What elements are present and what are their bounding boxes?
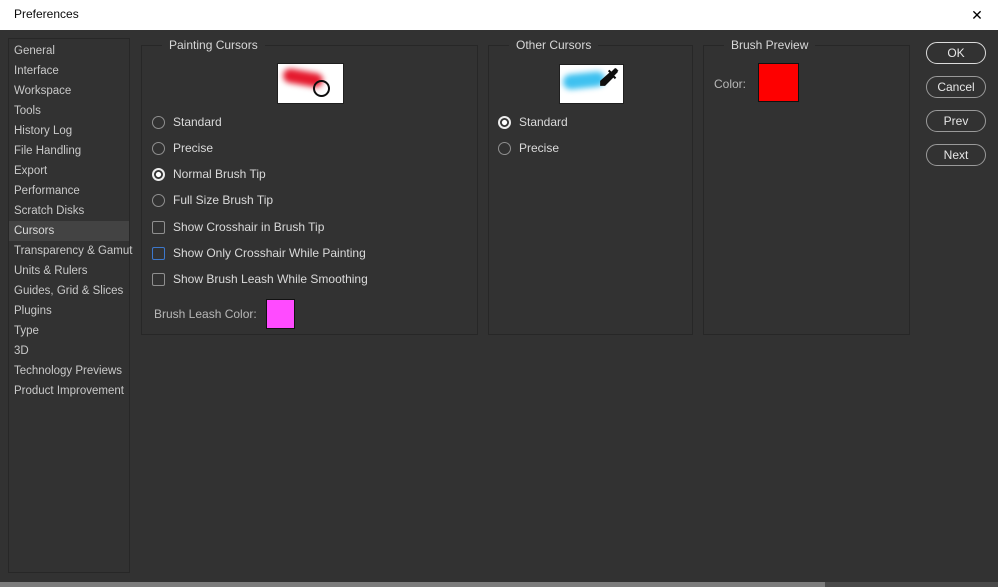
sidebar-item-history-log[interactable]: History Log (14, 125, 73, 137)
checkbox-icon[interactable] (152, 246, 165, 260)
ok-button[interactable]: OK (926, 42, 986, 64)
brush-leash-color-row: Brush Leash Color: (154, 299, 257, 329)
radio-standard[interactable]: Standard (152, 114, 273, 130)
painting-cursors-group: Painting Cursors Standard Precise Normal B… (141, 38, 478, 335)
checkbox-icon[interactable] (152, 272, 165, 286)
sidebar-item-transparency-gamut[interactable]: Transparency & Gamut (14, 245, 133, 257)
radio-button-icon[interactable] (152, 167, 165, 181)
brush-tip-cursor-icon (313, 80, 330, 97)
other-cursor-radio-list: Standard Precise (498, 114, 568, 156)
cancel-button[interactable]: Cancel (926, 76, 986, 98)
radio-button-icon[interactable] (152, 193, 165, 207)
radio-button-icon[interactable] (498, 115, 511, 129)
prev-button[interactable]: Prev (926, 110, 986, 132)
preferences-nav: General Interface Workspace Tools History Lo… (8, 38, 133, 573)
sidebar-item-cursors[interactable]: Cursors (9, 221, 129, 241)
checkbox-label: Show Brush Leash While Smoothing (173, 272, 368, 286)
radio-label: Precise (173, 141, 214, 155)
other-cursors-group: Other Cursors Standard Precise (488, 38, 693, 335)
sidebar-item-tools[interactable]: Tools (14, 105, 41, 117)
radio-label: Standard (519, 115, 568, 129)
radio-label: Normal Brush Tip (173, 167, 266, 181)
window-bottom-edge (0, 582, 998, 587)
radio-full-size-brush-tip[interactable]: Full Size Brush Tip (152, 192, 273, 208)
checkbox-label: Show Crosshair in Brush Tip (173, 220, 325, 234)
sidebar-item-units-rulers[interactable]: Units & Rulers (14, 265, 88, 277)
radio-button-icon[interactable] (152, 141, 165, 155)
painting-cursor-radio-list: Standard Precise Normal Brush Tip Full Size… (152, 114, 273, 208)
radio-label: Standard (173, 115, 222, 129)
sidebar-item-technology-previews[interactable]: Technology Previews (14, 365, 123, 377)
next-button[interactable]: Next (926, 144, 986, 166)
brush-preview-color-label: Color: (714, 77, 747, 91)
radio-normal-brush-tip[interactable]: Normal Brush Tip (152, 166, 273, 182)
checkbox-show-only-crosshair-while-painting[interactable]: Show Only Crosshair While Painting (152, 245, 368, 261)
brush-preview-group: Brush Preview Color: (703, 38, 910, 335)
sidebar-item-workspace[interactable]: Workspace (14, 85, 72, 97)
title-bar: Preferences ✕ (0, 0, 998, 30)
other-cursor-preview (559, 64, 624, 104)
painting-cursor-checkbox-list: Show Crosshair in Brush Tip Show Only Cro… (152, 219, 368, 287)
painting-cursor-preview (277, 63, 344, 104)
sidebar-item-guides-grid-slices[interactable]: Guides, Grid & Slices (14, 285, 124, 297)
radio-button-icon[interactable] (498, 141, 511, 155)
radio-label: Full Size Brush Tip (173, 193, 274, 207)
eyedropper-icon (600, 68, 619, 86)
radio-precise[interactable]: Precise (498, 140, 568, 156)
sidebar-item-export[interactable]: Export (14, 165, 48, 177)
sidebar-item-3d[interactable]: 3D (14, 345, 29, 357)
radio-precise[interactable]: Precise (152, 140, 273, 156)
other-cursors-legend: Other Cursors (509, 38, 599, 52)
checkbox-show-brush-leash-while-smoothing[interactable]: Show Brush Leash While Smoothing (152, 271, 368, 287)
sidebar-item-performance[interactable]: Performance (14, 185, 80, 197)
sidebar-item-product-improvement[interactable]: Product Improvement (14, 385, 124, 397)
sidebar-item-general[interactable]: General (14, 45, 55, 57)
window-title: Preferences (14, 7, 79, 21)
brush-leash-color-swatch[interactable] (266, 299, 295, 329)
sidebar-item-file-handling[interactable]: File Handling (14, 145, 82, 157)
painting-cursors-legend: Painting Cursors (162, 38, 265, 52)
sidebar-item-scratch-disks[interactable]: Scratch Disks (14, 205, 85, 217)
dialog-content: General Interface Workspace Tools History Lo… (0, 30, 998, 587)
radio-standard[interactable]: Standard (498, 114, 568, 130)
dialog-buttons: OK Cancel Prev Next (926, 42, 986, 166)
radio-label: Precise (519, 141, 560, 155)
checkbox-show-crosshair-in-brush-tip[interactable]: Show Crosshair in Brush Tip (152, 219, 368, 235)
radio-button-icon[interactable] (152, 115, 165, 129)
brush-leash-color-label: Brush Leash Color: (154, 307, 257, 321)
brush-preview-legend: Brush Preview (724, 38, 816, 52)
sidebar-item-interface[interactable]: Interface (14, 65, 59, 77)
sidebar-item-type[interactable]: Type (14, 325, 39, 337)
close-icon[interactable]: ✕ (971, 7, 983, 23)
brush-preview-color-swatch[interactable] (758, 63, 799, 102)
checkbox-label: Show Only Crosshair While Painting (173, 246, 366, 260)
sidebar-item-plugins[interactable]: Plugins (14, 305, 52, 317)
checkbox-icon[interactable] (152, 220, 165, 234)
